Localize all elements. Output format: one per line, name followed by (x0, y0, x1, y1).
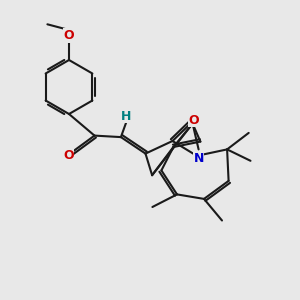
Text: O: O (64, 29, 74, 42)
Text: O: O (63, 149, 74, 162)
Text: H: H (121, 110, 131, 123)
Text: O: O (189, 113, 200, 127)
Text: N: N (194, 152, 204, 165)
